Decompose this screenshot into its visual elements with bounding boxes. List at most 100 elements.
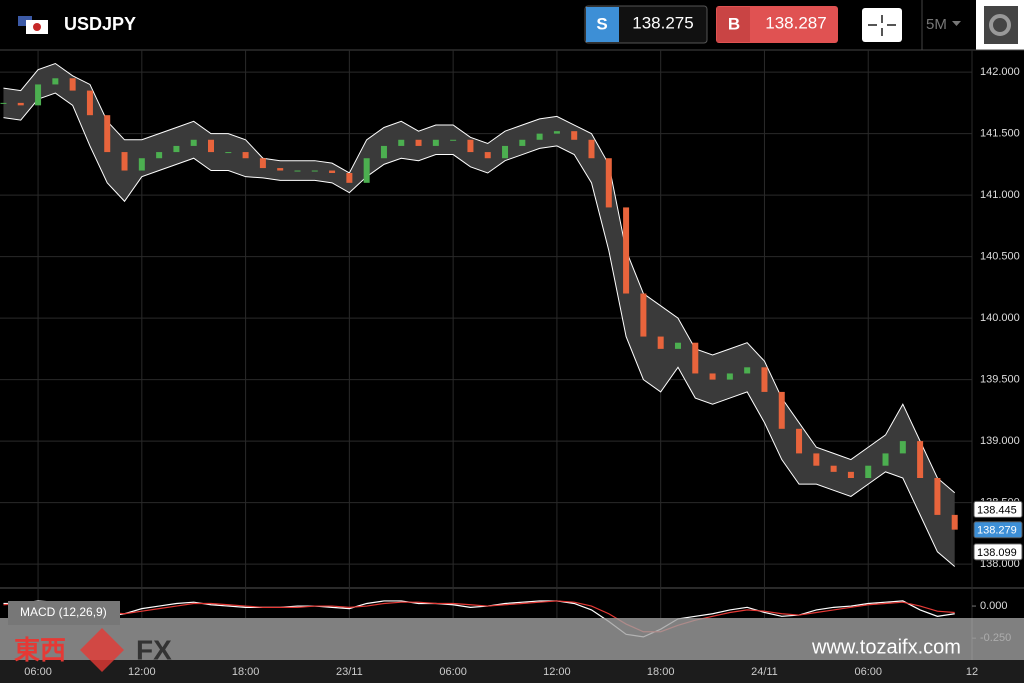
price-chart: 142.000 141.500 141.000 140.500 140.000 139.5… <box>0 50 1024 660</box>
candle <box>934 478 941 515</box>
candle <box>173 145 180 153</box>
candle <box>311 170 318 172</box>
flag <box>18 16 48 34</box>
watermark-brand: FX <box>136 634 172 665</box>
candle <box>778 391 785 429</box>
candle <box>640 293 647 337</box>
candle <box>726 373 733 380</box>
candle <box>553 131 560 134</box>
candle <box>796 428 803 454</box>
dropdown-arrow <box>952 21 961 26</box>
y-tick-label: 140.500 <box>980 251 1020 263</box>
candle <box>329 170 336 173</box>
candle <box>571 131 578 140</box>
candle <box>882 453 889 466</box>
band-upper <box>3 62 956 494</box>
sell-tag <box>586 7 619 42</box>
candle <box>467 139 474 153</box>
price-marker-box <box>973 521 1023 539</box>
x-tick-label: 18:00 <box>647 666 675 678</box>
candle <box>190 139 197 146</box>
candle <box>363 158 370 183</box>
symbol[interactable]: USDJPY <box>64 14 136 34</box>
price-marker-box <box>973 543 1023 561</box>
candle <box>917 441 924 478</box>
settings-button[interactable] <box>976 0 1024 50</box>
x-tick-label: 06:00 <box>439 666 467 678</box>
x-tick-label: 18:00 <box>232 666 260 678</box>
y-tick-label: 141.000 <box>980 189 1020 201</box>
candle <box>242 152 249 159</box>
y-tick-label: 138.000 <box>980 558 1020 570</box>
candle <box>519 139 526 146</box>
candle <box>692 342 699 374</box>
candle <box>69 78 76 91</box>
candle <box>398 139 405 146</box>
price-marker-label: 138.445 <box>977 504 1017 516</box>
watermark-url: www.tozaifx.com <box>811 636 961 658</box>
candle <box>138 158 145 171</box>
time-axis <box>0 660 1024 683</box>
candle <box>605 158 612 208</box>
x-tick-label: 06:00 <box>854 666 882 678</box>
y-tick-label: 142.000 <box>980 66 1020 78</box>
macd-tick-label: 0.000 <box>980 600 1008 612</box>
candle <box>813 453 820 466</box>
candle <box>450 139 457 141</box>
candle <box>208 139 215 153</box>
candle <box>432 139 439 146</box>
candle <box>121 152 128 171</box>
candle <box>294 170 301 172</box>
candle <box>899 441 906 454</box>
candle <box>744 367 751 374</box>
candle <box>86 90 93 116</box>
timeframe[interactable]: 5M <box>926 16 947 33</box>
candle <box>830 465 837 472</box>
macd-title: MACD (12,26,9) <box>20 605 107 619</box>
candle <box>277 168 284 171</box>
watermark-band <box>0 618 1024 660</box>
buy-tag <box>717 7 750 42</box>
x-tick-label: 23/11 <box>336 666 363 678</box>
candle <box>346 172 353 183</box>
macd-line <box>3 600 955 633</box>
candle <box>657 336 664 349</box>
candle <box>484 152 491 159</box>
candle <box>674 342 681 349</box>
bollinger-band <box>3 63 955 567</box>
crosshair-button[interactable] <box>862 8 902 42</box>
candle <box>951 514 958 530</box>
candle <box>52 78 59 85</box>
price-marker-label: 138.279 <box>977 525 1017 537</box>
x-tick-label: 12:00 <box>543 666 571 678</box>
candle <box>0 102 7 104</box>
candle <box>380 145 387 159</box>
candle <box>259 158 266 169</box>
candle <box>865 465 872 478</box>
candle <box>415 139 422 146</box>
candle <box>761 367 768 392</box>
sell-price: 138.275 <box>632 13 693 32</box>
sell-label: S <box>596 14 607 33</box>
macd-label-box <box>8 601 120 625</box>
y-tick-label: 139.500 <box>980 374 1020 386</box>
y-tick-label: 139.000 <box>980 435 1020 447</box>
watermark-cjk: 東西 <box>14 635 66 665</box>
y-tick-label: 141.500 <box>980 128 1020 140</box>
candle <box>502 145 509 159</box>
x-axis: 06:00 12:00 18:00 23/11 06:00 12:00 18:00 24/11… <box>24 666 978 678</box>
candle <box>104 115 111 153</box>
candle <box>225 152 232 154</box>
x-tick-label: 06:00 <box>24 666 52 678</box>
buy-label: B <box>728 14 740 33</box>
y-tick-label: 140.000 <box>980 312 1020 324</box>
band-lower <box>3 92 956 567</box>
candle <box>588 139 595 159</box>
candle <box>156 152 163 159</box>
candle <box>623 207 630 294</box>
candle <box>17 102 24 106</box>
candle <box>709 373 716 380</box>
